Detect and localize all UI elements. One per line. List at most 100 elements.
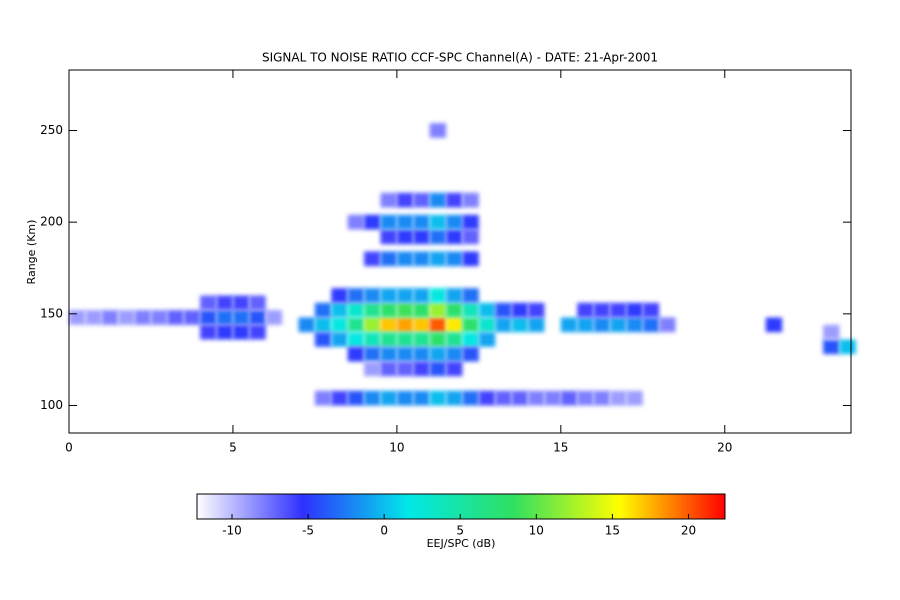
heat-cell	[396, 317, 414, 333]
y-tick-label: 150	[40, 306, 63, 320]
heat-cell	[364, 361, 381, 377]
heat-cell	[446, 192, 463, 208]
heat-cell	[396, 251, 414, 267]
heat-cell	[429, 251, 447, 267]
heat-cell	[396, 332, 414, 347]
heat-cell	[413, 251, 430, 267]
heat-cell	[413, 346, 430, 362]
heat-cell	[429, 390, 447, 406]
heat-cell	[528, 302, 545, 318]
heat-cell	[511, 317, 529, 333]
heat-cell	[462, 332, 479, 347]
heat-cell	[413, 302, 430, 318]
heat-cell	[380, 288, 397, 303]
heat-cell	[446, 302, 463, 318]
heat-cell	[478, 317, 496, 333]
colorbar-label: EEJ/SPC (dB)	[427, 537, 496, 550]
heat-cell	[364, 214, 381, 230]
heat-cell	[396, 192, 414, 208]
heat-cell	[413, 332, 430, 347]
heat-cell	[610, 302, 627, 318]
heat-cell	[593, 302, 611, 318]
heat-cell	[331, 332, 348, 347]
heat-cell	[839, 339, 856, 355]
heat-cell	[577, 390, 594, 406]
heat-cell	[765, 317, 783, 333]
heat-cell	[380, 390, 397, 406]
heat-cell	[429, 214, 447, 230]
heat-cell	[380, 214, 397, 230]
heat-cell	[462, 346, 479, 362]
heat-cell	[232, 324, 250, 340]
colorbar-tick-label: 10	[529, 524, 544, 538]
heat-cell	[216, 310, 233, 325]
heat-cell	[823, 324, 840, 340]
x-tick-label: 0	[65, 441, 73, 455]
x-tick-label: 10	[389, 441, 404, 455]
heat-cell	[347, 346, 365, 362]
heat-cell	[560, 317, 578, 333]
heat-cell	[380, 229, 397, 245]
heat-cell	[495, 390, 512, 406]
heat-cell	[347, 288, 365, 303]
heat-cell	[478, 332, 496, 347]
heat-cell	[462, 317, 479, 333]
heat-cell	[429, 192, 447, 208]
heat-cell	[413, 192, 430, 208]
heat-cell	[429, 317, 447, 333]
heat-cell	[364, 332, 381, 347]
heat-cell	[396, 288, 414, 303]
heat-cell	[446, 361, 463, 377]
heat-cell	[69, 310, 86, 325]
heat-cell	[200, 295, 217, 311]
heat-cell	[413, 229, 430, 245]
heat-cell	[232, 295, 250, 311]
heat-cell	[495, 302, 512, 318]
heat-cell	[528, 390, 545, 406]
heat-cell	[544, 390, 561, 406]
heat-cell	[380, 361, 397, 377]
heat-cell	[429, 288, 447, 303]
heat-cell	[167, 310, 184, 325]
heat-cell	[413, 361, 430, 377]
chart-title: SIGNAL TO NOISE RATIO CCF-SPC Channel(A)…	[262, 51, 658, 65]
heat-cell	[413, 288, 430, 303]
heat-cell	[364, 251, 381, 267]
x-tick-label: 15	[553, 441, 568, 455]
colorbar-tick-label: 5	[456, 524, 464, 538]
heat-cell	[314, 390, 332, 406]
heat-cell	[429, 123, 447, 138]
heat-cell	[134, 310, 151, 325]
heat-cell	[200, 310, 217, 325]
heat-cell	[85, 310, 102, 325]
heat-cell	[380, 332, 397, 347]
heat-cell	[446, 332, 463, 347]
heat-cell	[396, 390, 414, 406]
heat-cell	[249, 310, 266, 325]
heat-cell	[462, 302, 479, 318]
heat-cell	[216, 324, 233, 340]
x-tick-label: 5	[229, 441, 237, 455]
colorbar-tick-label: 0	[380, 524, 388, 538]
heat-cell	[380, 317, 397, 333]
heat-cell	[429, 346, 447, 362]
colorbar-tick-label: -10	[222, 524, 242, 538]
heat-cell	[659, 317, 676, 333]
heat-cell	[462, 288, 479, 303]
heat-cell	[232, 310, 250, 325]
heat-cell	[396, 302, 414, 318]
heat-cell	[314, 302, 332, 318]
heat-cell	[265, 310, 283, 325]
heat-cell	[364, 302, 381, 318]
heat-cell	[364, 346, 381, 362]
heat-cell	[413, 390, 430, 406]
heat-cell	[560, 390, 578, 406]
heat-cell	[331, 302, 348, 318]
y-tick-label: 200	[40, 215, 63, 229]
heat-cell	[511, 390, 529, 406]
heat-cell	[495, 317, 512, 333]
heat-cell	[478, 302, 496, 318]
heat-cell	[380, 346, 397, 362]
heat-cell	[626, 302, 643, 318]
heat-cell	[216, 295, 233, 311]
